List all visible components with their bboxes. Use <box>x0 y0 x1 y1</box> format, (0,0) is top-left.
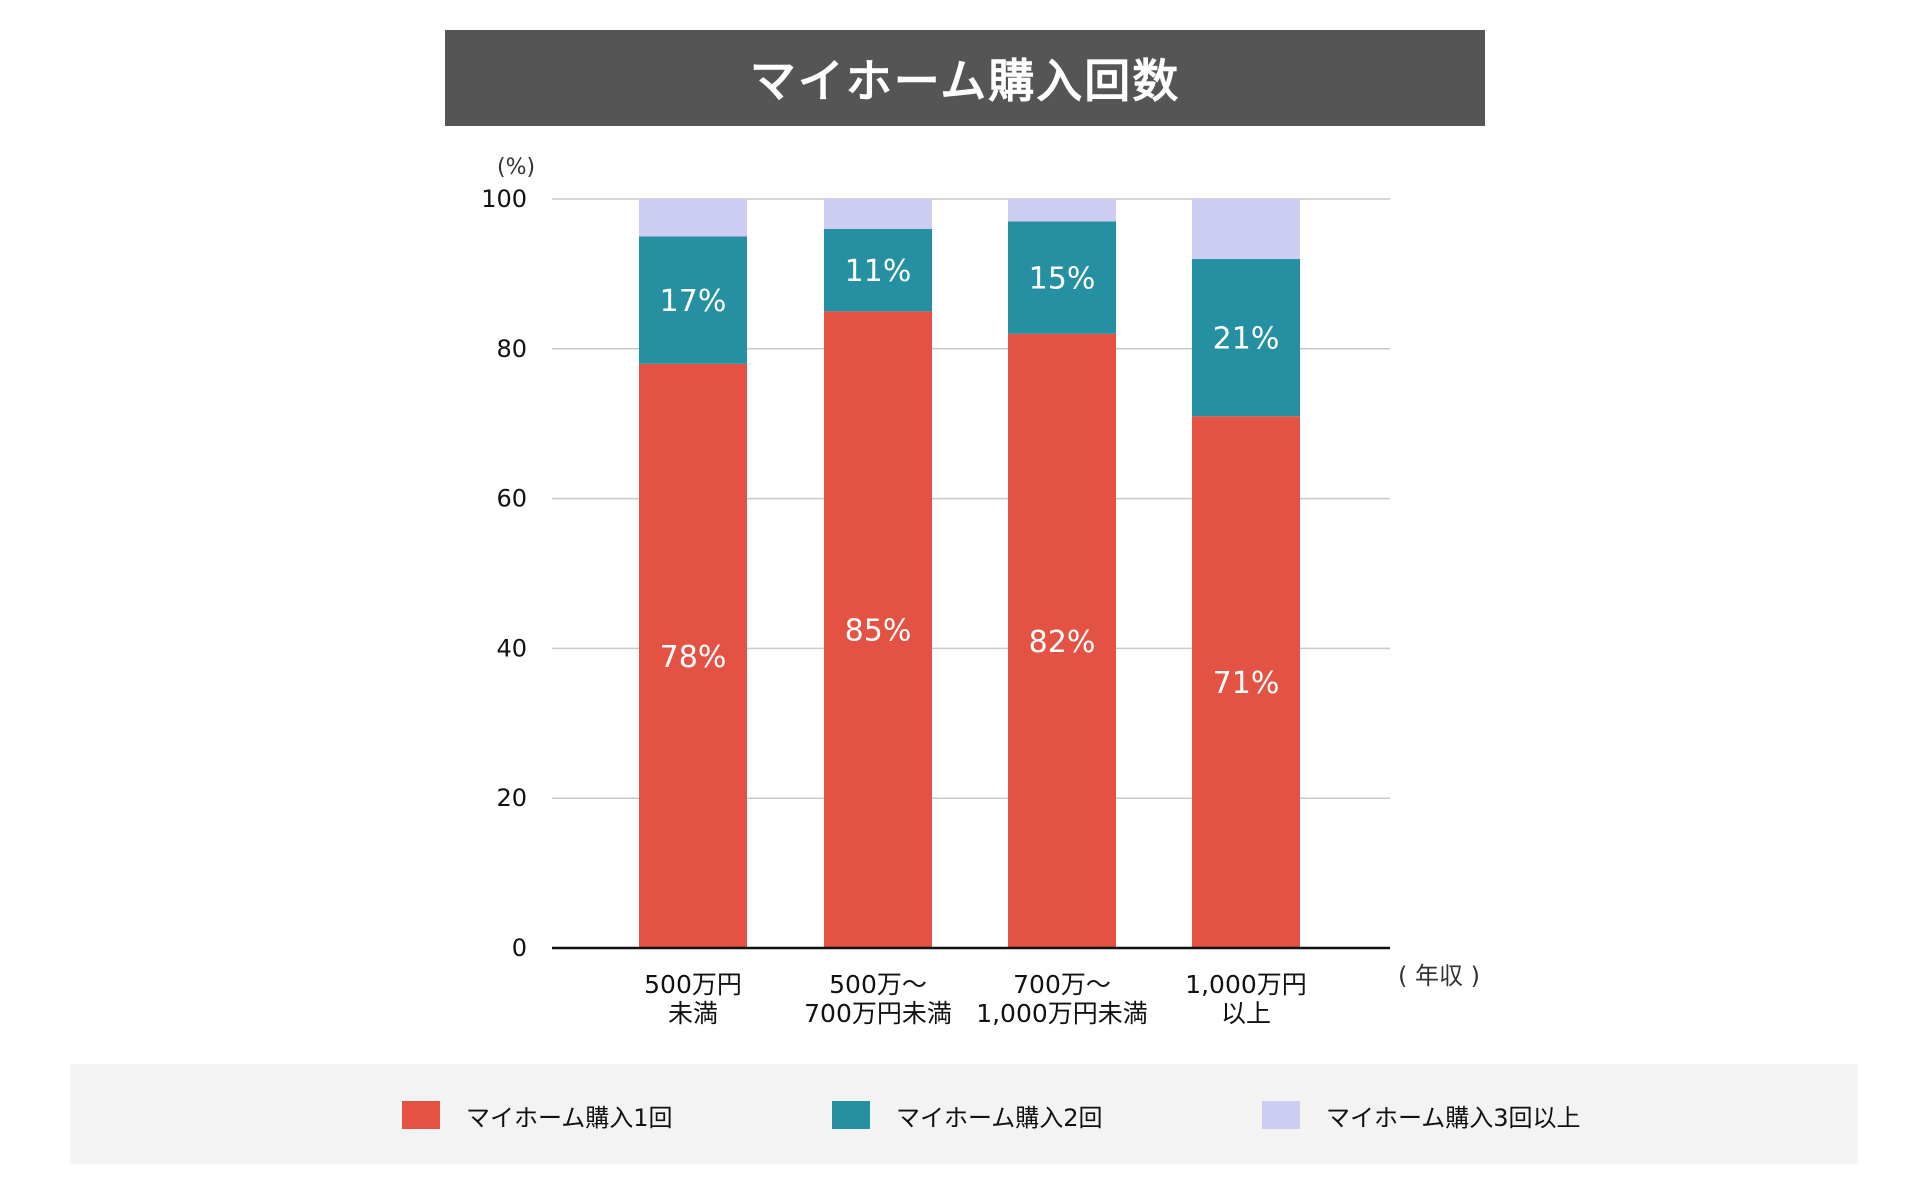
y-tick-label-0: 0 <box>512 934 527 962</box>
legend-swatch-3 <box>1262 1101 1300 1129</box>
x-tick-label-1-line1: 500万円 <box>644 970 742 999</box>
y-tick-label-100: 100 <box>481 185 527 213</box>
legend-item-1: マイホーム購入1回 <box>402 1101 673 1132</box>
bar-series3-cat2 <box>824 199 932 229</box>
legend-label-1: マイホーム購入1回 <box>466 1103 673 1132</box>
x-tick-label-3-line1: 700万～ <box>1013 970 1111 999</box>
chart-title: マイホーム購入回数 <box>749 54 1181 108</box>
bar-series3-cat1 <box>639 199 747 237</box>
bar-series1-cat2 <box>824 311 932 949</box>
legend-item-2: マイホーム購入2回 <box>832 1101 1103 1132</box>
x-tick-label-3-line2: 1,000万円未満 <box>976 999 1148 1028</box>
bar-series3-cat4 <box>1192 199 1300 259</box>
x-tick-label-2-line2: 700万円未満 <box>804 999 952 1028</box>
bar-series3-cat3 <box>1008 199 1116 222</box>
legend-label-3: マイホーム購入3回以上 <box>1326 1103 1581 1132</box>
data-label-series2-cat3: 15% <box>1029 262 1096 297</box>
bar-series2-cat1 <box>639 236 747 364</box>
x-tick-label-2-line1: 500万～ <box>829 970 927 999</box>
bar-series2-cat2 <box>824 228 932 312</box>
legend-swatch-2 <box>832 1101 870 1129</box>
chart-title-bar: マイホーム購入回数 <box>445 30 1485 126</box>
data-label-series1-cat1: 78% <box>660 640 727 675</box>
bar-series1-cat3 <box>1008 333 1116 948</box>
legend-swatch-1 <box>402 1101 440 1129</box>
x-tick-label-4-line2: 以上 <box>1221 999 1271 1028</box>
data-label-series2-cat4: 21% <box>1213 322 1280 357</box>
y-tick-label-20: 20 <box>496 784 527 812</box>
y-tick-label-40: 40 <box>496 634 527 662</box>
x-tick-label-4-line1: 1,000万円 <box>1185 970 1307 999</box>
data-label-series1-cat3: 82% <box>1029 625 1096 660</box>
bar-series1-cat1 <box>639 363 747 948</box>
data-label-series2-cat2: 11% <box>845 254 912 289</box>
x-tick-label-1-line2: 未満 <box>668 999 718 1028</box>
data-label-series1-cat2: 85% <box>845 614 912 649</box>
legend: マイホーム購入1回 マイホーム購入2回 マイホーム購入3回以上 <box>70 1064 1858 1164</box>
bar-series2-cat4 <box>1192 258 1300 417</box>
y-tick-label-60: 60 <box>496 485 527 513</box>
x-axis-label: ( 年収 ) <box>1398 962 1480 990</box>
y-axis-label: (%) <box>497 155 535 180</box>
bar-series2-cat3 <box>1008 221 1116 334</box>
legend-item-3: マイホーム購入3回以上 <box>1262 1101 1581 1132</box>
data-label-series2-cat1: 17% <box>660 284 727 319</box>
bar-series1-cat4 <box>1192 416 1300 949</box>
legend-label-2: マイホーム購入2回 <box>896 1103 1103 1132</box>
y-tick-label-80: 80 <box>496 335 527 363</box>
data-label-series1-cat4: 71% <box>1213 666 1280 701</box>
